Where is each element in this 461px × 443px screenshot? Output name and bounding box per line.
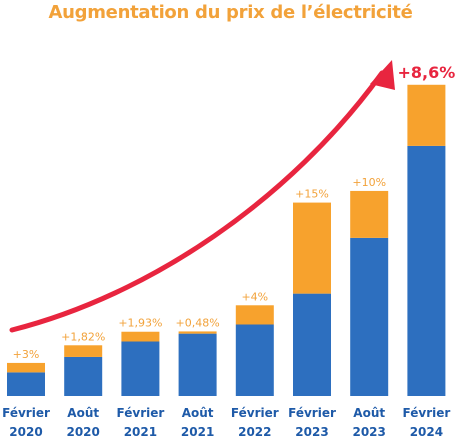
bar-base-3	[178, 333, 217, 396]
data-labels-group: +3% +1,82% +1,93% +0,48% +4% +15% +10% +8,6%	[13, 63, 456, 361]
data-label-0: +3%	[13, 348, 40, 361]
data-label-1: +1,82%	[61, 330, 105, 343]
bar-increase-6	[350, 190, 389, 238]
bar-base-6	[350, 237, 389, 396]
data-label-4: +4%	[241, 290, 268, 303]
x-tick-label-4-line-0: Février	[231, 406, 279, 420]
x-tick-label-5-line-0: Février	[288, 406, 336, 420]
chart-title: Augmentation du prix de l’électricité	[48, 2, 413, 23]
bar-increase-2	[121, 331, 160, 342]
x-tick-label-0-line-1: 2020	[9, 425, 42, 439]
bar-increase-0	[7, 362, 45, 373]
bar-base-4	[235, 324, 274, 396]
x-tick-label-0-line-0: Février	[2, 406, 50, 420]
trend-arrow	[9, 70, 385, 333]
x-tick-label-3-line-0: Août	[182, 406, 214, 420]
x-tick-label-4-line-1: 2022	[238, 425, 271, 439]
bars-group	[7, 84, 446, 396]
data-label-2: +1,93%	[118, 317, 162, 330]
bar-increase-3	[178, 331, 217, 334]
trend-arrowhead	[370, 60, 395, 90]
x-tick-label-3-line-1: 2021	[181, 425, 214, 439]
bar-increase-7	[407, 84, 446, 146]
x-tick-label-1-line-0: Août	[67, 406, 99, 420]
bar-base-5	[293, 293, 331, 396]
bar-base-0	[7, 372, 45, 396]
data-label-7: +8,6%	[398, 63, 456, 82]
x-tick-label-6-line-1: 2023	[352, 425, 385, 439]
x-tick-label-1-line-1: 2020	[66, 425, 99, 439]
x-tick-label-7-line-1: 2024	[410, 425, 443, 439]
x-tick-label-7-line-0: Février	[403, 406, 451, 420]
x-tick-label-2-line-1: 2021	[124, 425, 157, 439]
x-tick-labels-group: Février 2020 Août 2020 Février 2021 Août 2021 Fé…	[2, 406, 450, 439]
x-tick-label-5-line-1: 2023	[295, 425, 328, 439]
x-tick-label-6-line-0: Août	[353, 406, 385, 420]
bar-increase-4	[235, 305, 274, 325]
bar-base-2	[121, 341, 160, 396]
bar-increase-1	[64, 345, 103, 357]
data-label-5: +15%	[295, 188, 329, 201]
bar-base-1	[64, 356, 103, 396]
data-label-3: +0,48%	[176, 316, 220, 329]
data-label-6: +10%	[352, 176, 386, 189]
bar-base-7	[407, 145, 446, 396]
x-tick-label-2-line-0: Février	[117, 406, 165, 420]
bar-increase-5	[293, 202, 331, 294]
